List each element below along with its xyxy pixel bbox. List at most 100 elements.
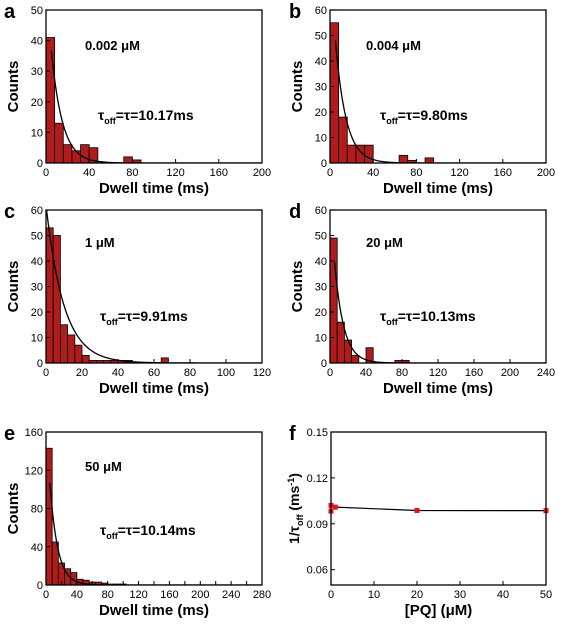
bar: [54, 122, 64, 163]
x-tick-label: 40: [367, 167, 379, 179]
fit-curve: [46, 210, 262, 363]
x-tick-label: 80: [410, 167, 422, 179]
plot-frame: [45, 9, 263, 164]
y-tick-label: 10: [315, 133, 327, 145]
y-tick-label: 30: [31, 66, 43, 78]
x-tick-label: 80: [102, 589, 114, 601]
bar: [74, 344, 83, 363]
bar: [343, 339, 352, 363]
tau-label: τoff=τ=9.80ms: [380, 107, 468, 126]
bar: [81, 354, 90, 363]
y-tick-label: 0: [37, 580, 43, 592]
x-tick-label: 20: [411, 589, 423, 601]
tau-subscript: off: [106, 531, 118, 541]
y-axis-label: Counts: [289, 61, 306, 113]
bars: [330, 237, 410, 363]
tau-value: =τ=9.91ms: [118, 308, 188, 324]
tau-label: τoff=τ=10.14ms: [100, 522, 196, 541]
panel-letter: e: [4, 423, 15, 445]
fit-curve: [49, 482, 262, 585]
x-tick-label: 40: [360, 367, 372, 379]
x-tick-label: 160: [160, 589, 178, 601]
tau-label: τoff=τ=10.17ms: [98, 107, 194, 126]
bar: [123, 156, 133, 163]
x-axis-label: Dwell time (ms): [99, 180, 209, 197]
y-tick-label: 0.12: [307, 473, 328, 485]
bars: [46, 37, 142, 163]
x-tick-label: 280: [253, 589, 271, 601]
x-tick-label: 120: [166, 167, 184, 179]
y-tick-label: 0.15: [307, 427, 328, 439]
concentration-label: 0.004 μM: [366, 38, 421, 53]
tau-label: τoff=τ=9.91ms: [100, 308, 188, 327]
tau-subscript: off: [106, 317, 118, 327]
bar: [351, 354, 360, 363]
y-tick-label: 60: [315, 5, 327, 17]
y-tick-label: 40: [31, 36, 43, 48]
x-axis-label: Dwell time (ms): [99, 380, 209, 397]
y-tick-label: 0.09: [307, 519, 328, 531]
y-tick-label: 50: [315, 31, 327, 43]
y-tick-label: 80: [31, 504, 43, 516]
x-tick-label: 40: [112, 367, 124, 379]
x-tick-label: 10: [368, 589, 380, 601]
x-tick-label: 240: [537, 367, 555, 379]
y-axis-label: 1/τoff (ms-1): [286, 473, 305, 544]
bar: [80, 144, 90, 163]
bar: [346, 144, 357, 163]
bar: [46, 447, 53, 585]
tau-subscript: off: [386, 317, 398, 327]
x-axis-label: [PQ] (μM): [405, 602, 473, 619]
bar: [364, 144, 374, 163]
panel-e: e 50 μM τoff=τ=10.14ms 0 40 80 120 160 200 240 280…: [4, 423, 271, 619]
y-tick-label: 0: [321, 158, 327, 170]
y-tick-label: 40: [31, 256, 43, 268]
plot-frame: [45, 431, 263, 586]
y-tick-label: 0.06: [307, 565, 328, 577]
y-tick-label: 10: [31, 333, 43, 345]
y-tick-label: 10: [315, 333, 327, 345]
panel-letter: c: [4, 201, 15, 223]
x-axis-label: Dwell time (ms): [383, 180, 493, 197]
x-tick-label: 100: [217, 367, 235, 379]
y-tick-label: 160: [25, 427, 43, 439]
y-tick-label: 20: [31, 307, 43, 319]
x-tick-label: 80: [184, 367, 196, 379]
x-tick-label: 120: [129, 589, 147, 601]
y-tick-label: 20: [31, 97, 43, 109]
bar: [336, 321, 345, 363]
x-tick-label: 0: [328, 589, 334, 601]
x-tick-label: 30: [454, 589, 466, 601]
panel-letter: d: [289, 201, 301, 223]
y-tick-label: 40: [31, 542, 43, 554]
y-tick-label: 50: [315, 231, 327, 243]
panel-d: d 20 μM τoff=τ=10.13ms 0 40 80 120 160 200 240 0 10…: [289, 201, 555, 397]
series-line: [330, 504, 547, 512]
y-axis-label: Counts: [5, 61, 22, 113]
panel-letter: b: [289, 1, 301, 23]
x-tick-label: 200: [253, 167, 271, 179]
fit-curve: [334, 40, 546, 163]
x-tick-label: 200: [501, 367, 519, 379]
x-tick-label: 200: [537, 167, 555, 179]
plot-frame: [329, 209, 547, 364]
tau-subscript: off: [104, 116, 116, 126]
y-tick-label: 120: [25, 465, 43, 477]
x-tick-label: 80: [396, 367, 408, 379]
plot-frame: [330, 431, 547, 586]
concentration-label: 20 μM: [366, 235, 403, 250]
y-tick-label: 30: [31, 282, 43, 294]
x-tick-label: 40: [497, 589, 509, 601]
plot-frame: [45, 209, 263, 364]
x-axis-label: Dwell time (ms): [99, 602, 209, 619]
x-tick-label: 0: [43, 589, 49, 601]
concentration-label: 1 μM: [85, 235, 115, 250]
x-tick-label: 200: [191, 589, 209, 601]
tau-subscript: off: [386, 116, 398, 126]
bar: [330, 237, 338, 363]
y-axis-label: Counts: [5, 261, 22, 313]
bar: [338, 116, 348, 163]
x-tick-label: 240: [222, 589, 240, 601]
x-tick-label: 160: [210, 167, 228, 179]
